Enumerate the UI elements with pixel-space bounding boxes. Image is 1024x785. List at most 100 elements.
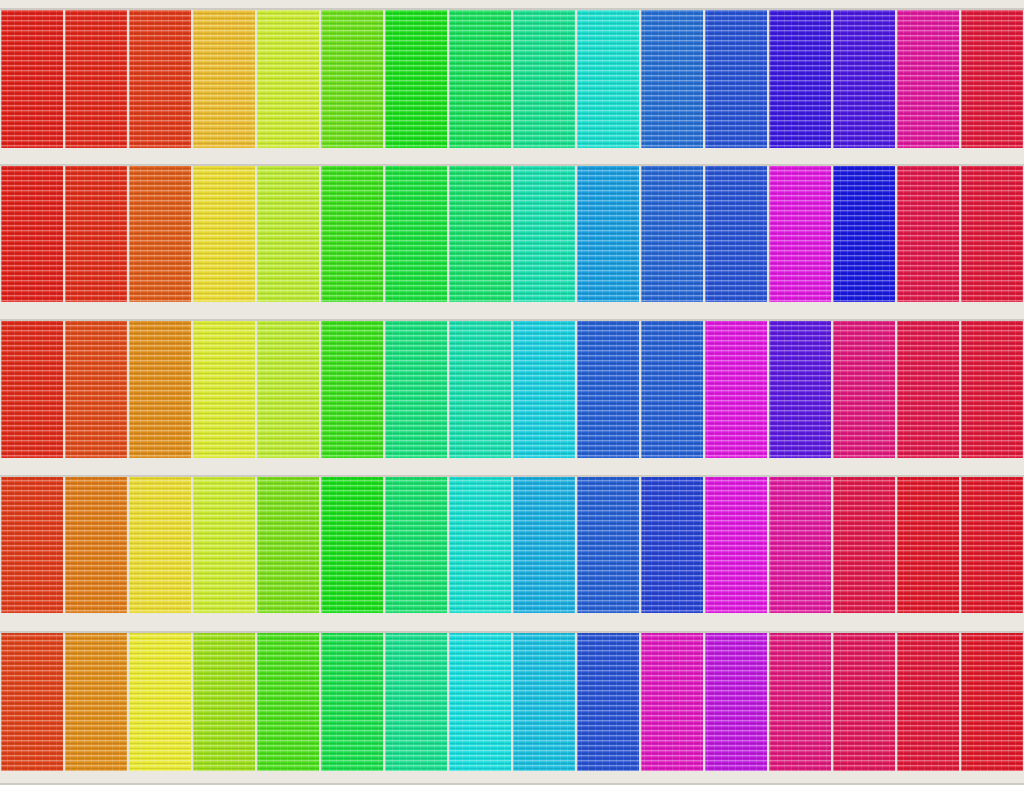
blind-mullions (1, 10, 63, 148)
blind-mullions (513, 633, 575, 771)
blind-mullions (1, 633, 63, 771)
blind-mullions (385, 166, 447, 302)
panel-frame (128, 633, 130, 771)
panel-frame (640, 321, 642, 458)
blind-mullions (577, 166, 639, 302)
blind-mullions (1, 321, 63, 458)
panel-frame (896, 633, 898, 771)
blind-mullions (129, 166, 191, 302)
blind-mullions (257, 10, 319, 148)
panel-frame (960, 477, 962, 613)
blind-mullions (193, 633, 255, 771)
blind-mullions (641, 10, 703, 148)
blind-mullions (65, 321, 127, 458)
blind-mullions (961, 633, 1023, 771)
panel-frame (704, 477, 706, 613)
blind-mullions (833, 477, 895, 613)
blind-mullions (769, 10, 831, 148)
blind-mullions (577, 321, 639, 458)
floor-beam (0, 302, 1024, 321)
blind-mullions (641, 477, 703, 613)
blind-mullions (641, 321, 703, 458)
panel-frame (832, 10, 834, 148)
floor-beam (0, 613, 1024, 633)
floor-beam (0, 771, 1024, 785)
panel-frame (128, 166, 130, 302)
blind-mullions (257, 477, 319, 613)
blind-mullions (193, 10, 255, 148)
beam-shadow (0, 319, 1024, 321)
blind-mullions (449, 477, 511, 613)
panel-frame (128, 321, 130, 458)
panel-frame (832, 166, 834, 302)
blind-mullions (961, 166, 1023, 302)
panel-frame (832, 321, 834, 458)
blind-mullions (129, 321, 191, 458)
panel-frame (64, 166, 66, 302)
blind-mullions (129, 10, 191, 148)
panel-frame (576, 477, 578, 613)
panel-frame (448, 10, 450, 148)
blind-mullions (193, 321, 255, 458)
blind-mullions (833, 633, 895, 771)
blind-mullions (321, 633, 383, 771)
blind-mullions (897, 321, 959, 458)
blind-mullions (769, 477, 831, 613)
panel-frame (384, 477, 386, 613)
panel-frame (512, 633, 514, 771)
blind-mullions (769, 321, 831, 458)
panel-frame (896, 321, 898, 458)
blind-mullions (449, 321, 511, 458)
panel-frame (576, 10, 578, 148)
panel-frame (320, 477, 322, 613)
panel-frame (768, 166, 770, 302)
panel-frame (320, 166, 322, 302)
blind-mullions (129, 633, 191, 771)
blind-mullions (961, 10, 1023, 148)
panel-frame (0, 477, 2, 613)
panel-frame (512, 477, 514, 613)
panel-frame (768, 477, 770, 613)
blind-mullions (65, 10, 127, 148)
panel-frame (384, 633, 386, 771)
panel-frame (640, 477, 642, 613)
panel-frame (768, 633, 770, 771)
panel-frame (256, 321, 258, 458)
blind-mullions (385, 321, 447, 458)
panel-frame (896, 477, 898, 613)
panel-frame (640, 633, 642, 771)
panel-frame (576, 321, 578, 458)
blind-mullions (385, 633, 447, 771)
panel-frame (0, 321, 2, 458)
panel-frame (768, 321, 770, 458)
blind-mullions (897, 633, 959, 771)
beam-shadow (0, 631, 1024, 633)
panel-frame (960, 321, 962, 458)
blind-mullions (449, 633, 511, 771)
panel-frame (704, 10, 706, 148)
blind-mullions (449, 10, 511, 148)
panel-frame (384, 321, 386, 458)
floor-beam (0, 458, 1024, 477)
blind-mullions (129, 477, 191, 613)
panel-frame (192, 10, 194, 148)
blind-mullions (513, 477, 575, 613)
beam-shadow (0, 783, 1024, 785)
blind-mullions (961, 321, 1023, 458)
panel-frame (832, 633, 834, 771)
panel-frame (448, 166, 450, 302)
panel-frame (768, 10, 770, 148)
panel-frame (448, 633, 450, 771)
blind-mullions (833, 10, 895, 148)
blind-mullions (257, 633, 319, 771)
blind-mullions (513, 321, 575, 458)
floor-beam (0, 0, 1024, 10)
panel-frame (192, 633, 194, 771)
panel-frame (448, 477, 450, 613)
blind-mullions (897, 10, 959, 148)
panel-frame (192, 321, 194, 458)
blind-mullions (705, 633, 767, 771)
panel-frame (576, 633, 578, 771)
blind-mullions (897, 166, 959, 302)
